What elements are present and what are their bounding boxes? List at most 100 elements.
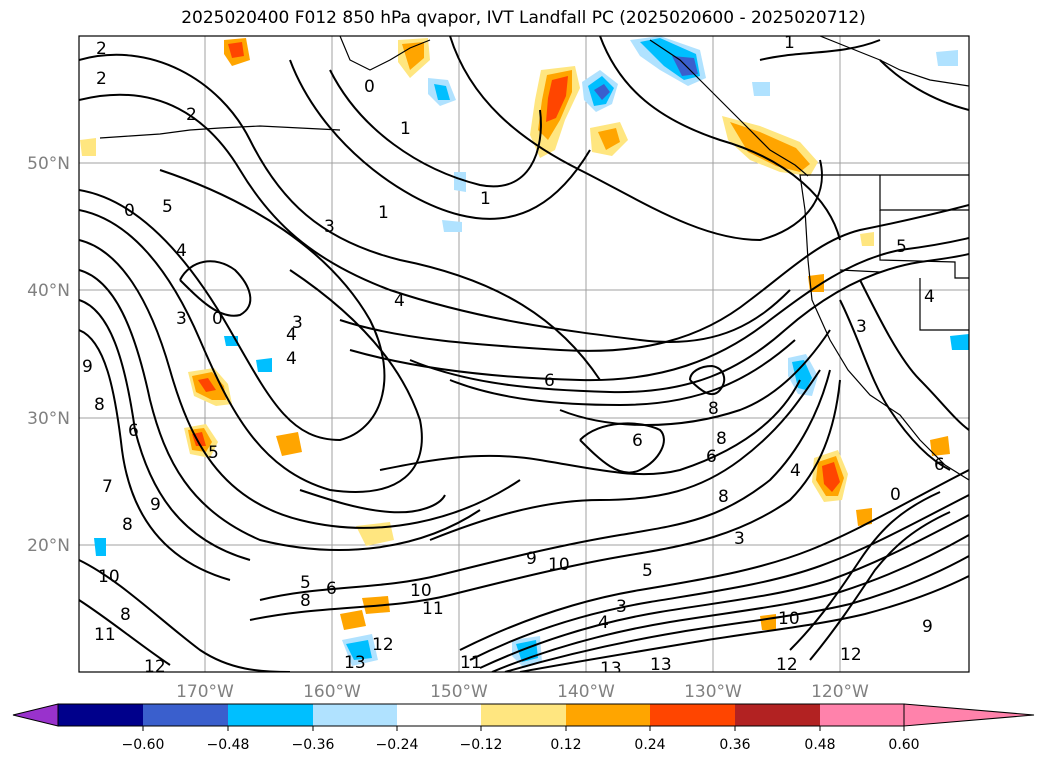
contour-label: 4	[286, 325, 297, 345]
lon-tick-label: 120°W	[811, 682, 869, 702]
contour-label: 6	[128, 421, 139, 441]
contour-label: 3	[856, 317, 867, 337]
contour-line	[409, 253, 969, 394]
contour-label: 12	[840, 645, 862, 665]
anomaly-patch	[340, 610, 366, 630]
contour-label: 10	[548, 555, 570, 575]
contour-label: 5	[300, 573, 311, 593]
anomaly-patch	[546, 76, 568, 122]
contour-label: 6	[706, 447, 717, 467]
lat-tick-label: 30°N	[27, 409, 70, 429]
anomaly-patch	[930, 436, 950, 456]
colorbar-segment	[650, 704, 735, 726]
contour-label: 8	[120, 605, 131, 625]
anomaly-patch	[752, 82, 770, 96]
contour-label: 3	[292, 313, 303, 333]
anomaly-patch	[730, 122, 810, 172]
contour-label: 5	[642, 561, 653, 581]
contour-label: 8	[122, 515, 133, 535]
contour-label: 8	[94, 395, 105, 415]
colorbar-extend-min	[12, 703, 59, 727]
colorbar-segment	[735, 704, 820, 726]
contour-label: 13	[650, 655, 672, 675]
contour-label: 13	[600, 659, 622, 679]
contour-label: 3	[616, 597, 627, 617]
qvapor-anomaly-fills	[80, 36, 969, 668]
contour-label: 3	[734, 529, 745, 549]
coastline	[99, 125, 341, 139]
colorbar-tick-label: −0.24	[376, 737, 419, 753]
contour-line	[491, 534, 969, 672]
contour-label: 11	[460, 653, 482, 673]
contour-label: 1	[378, 203, 389, 223]
contour-label: 9	[922, 617, 933, 637]
contour-line	[79, 269, 481, 551]
contour-line	[429, 369, 821, 541]
contour-label: 9	[150, 495, 161, 515]
anomaly-patch	[80, 138, 96, 156]
contour-line	[179, 260, 252, 317]
contour-line	[479, 514, 969, 669]
contour-label: 6	[326, 579, 337, 599]
colorbar-segment	[143, 704, 228, 726]
contour-line	[809, 511, 951, 661]
anomaly-patch	[950, 334, 969, 350]
contour-line	[449, 36, 823, 242]
anomaly-patch	[346, 640, 372, 660]
lon-tick-label: 140°W	[557, 682, 615, 702]
lon-tick-label: 130°W	[684, 682, 742, 702]
contour-line	[689, 364, 726, 396]
contour-label: 7	[102, 477, 113, 497]
contour-label: 2	[96, 69, 107, 89]
coastlines	[99, 36, 969, 481]
contour-label: 0	[890, 485, 901, 505]
contour-line	[339, 204, 969, 352]
anomaly-patch	[434, 84, 450, 100]
coastline	[649, 39, 809, 177]
map-content: 2 2 0 1 2 1 3 1 4 6 6 8 4 3 5 4 0 3 0 4 …	[79, 36, 969, 679]
contour-label: 10	[98, 567, 120, 587]
colorbar-tick-label: −0.48	[207, 737, 250, 753]
contour-label: 5	[208, 443, 219, 463]
contour-label: 4	[598, 613, 609, 633]
anomaly-patch	[860, 232, 874, 246]
anomaly-patch	[198, 378, 216, 392]
contour-line	[469, 494, 969, 661]
contour-label: 0	[212, 309, 223, 329]
contour-line	[249, 379, 841, 621]
contour-label: 4	[176, 241, 187, 261]
anomaly-patch	[808, 274, 824, 292]
anomaly-patch	[856, 508, 872, 526]
colorbar-tick-label: 0.60	[888, 737, 919, 753]
coastline	[839, 269, 881, 273]
lat-tick-label: 40°N	[27, 281, 70, 301]
contour-line	[79, 299, 251, 561]
contour-label: 0	[124, 201, 135, 221]
contour-label: 0	[364, 77, 375, 97]
contour-label: 1	[480, 189, 491, 209]
contour-line	[519, 575, 969, 672]
anomaly-patch	[454, 172, 466, 192]
contour-line	[879, 59, 969, 111]
anomaly-patch	[442, 220, 462, 232]
contour-label: 1	[400, 119, 411, 139]
anomaly-patch	[594, 84, 610, 100]
colorbar-tick-label: 0.36	[719, 737, 750, 753]
lon-tick-label: 170°W	[176, 682, 234, 702]
contour-line	[859, 279, 969, 431]
contour-line	[559, 329, 831, 426]
lon-tick-labels: 170°W 160°W 150°W 140°W 130°W 120°W	[176, 682, 869, 702]
map-frame	[78, 35, 970, 673]
contour-label: 12	[144, 657, 166, 677]
contour-label: 6	[544, 371, 555, 391]
colorbar-segment	[481, 704, 566, 726]
anomaly-patch	[822, 462, 840, 492]
contour-line	[299, 489, 446, 514]
anomaly-patch	[276, 432, 302, 456]
coastline	[819, 36, 969, 87]
anomaly-patch	[760, 614, 776, 630]
contour-labels: 2 2 0 1 2 1 3 1 4 6 6 8 4 3 5 4 0 3 0 4 …	[82, 36, 945, 679]
contour-line	[79, 53, 601, 381]
colorbar-segment	[397, 704, 481, 726]
contour-label: 5	[896, 237, 907, 257]
